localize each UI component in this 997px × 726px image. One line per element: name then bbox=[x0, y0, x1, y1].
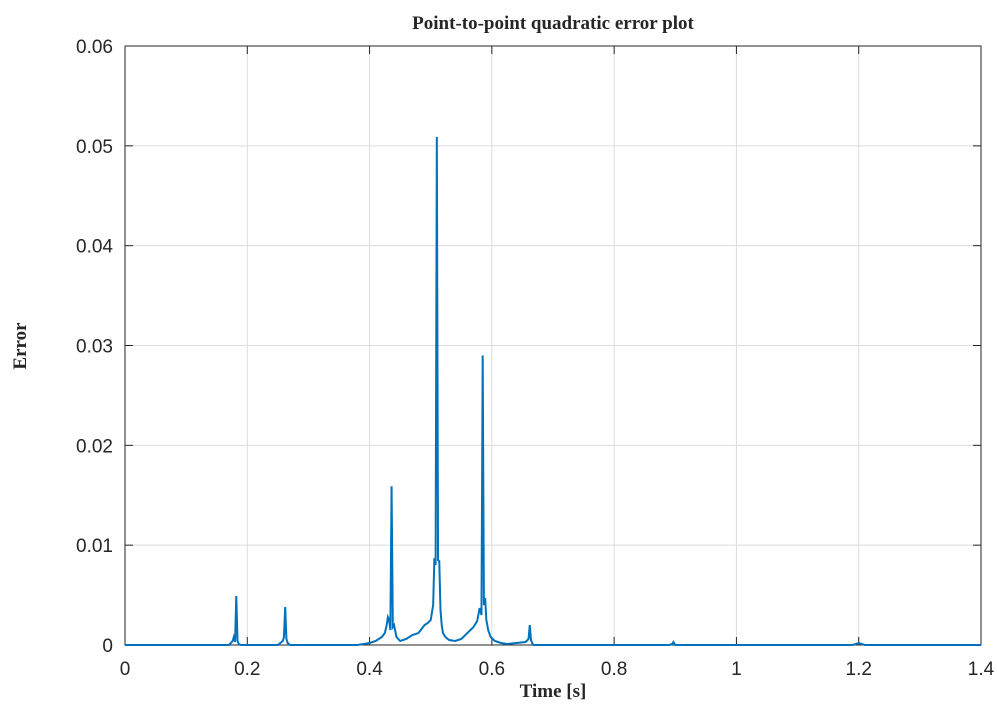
y-tick-label: 0.05 bbox=[76, 137, 113, 158]
y-tick-label: 0.06 bbox=[76, 37, 113, 58]
x-axis-label: Time [s] bbox=[520, 681, 587, 702]
y-axis-label: Error bbox=[10, 322, 31, 370]
grid bbox=[124, 45, 982, 646]
x-tick-label: 1.2 bbox=[846, 659, 872, 680]
x-tick-label: 0 bbox=[120, 659, 131, 680]
y-tick-label: 0.04 bbox=[76, 237, 113, 258]
x-tick-label: 1 bbox=[731, 659, 742, 680]
x-tick-label: 1.4 bbox=[968, 659, 995, 680]
x-tick-label: 0.4 bbox=[356, 659, 383, 680]
y-tick-label: 0 bbox=[102, 636, 113, 657]
x-tick-label: 0.8 bbox=[601, 659, 627, 680]
plot-series bbox=[125, 136, 981, 646]
y-tick-label: 0.01 bbox=[76, 536, 113, 557]
tick-labels: 0 0.2 0.4 0.6 0.8 1 1.2 1.4 0 0.01 0.02 0.03 0.04 0.0… bbox=[76, 37, 995, 680]
y-tick-label: 0.03 bbox=[76, 337, 113, 358]
x-tick-label: 0.2 bbox=[234, 659, 260, 680]
x-tick-label: 0.6 bbox=[479, 659, 505, 680]
y-tick-label: 0.02 bbox=[76, 436, 113, 457]
chart-title: Point-to-point quadratic error plot bbox=[412, 13, 694, 34]
series-line bbox=[125, 136, 981, 646]
